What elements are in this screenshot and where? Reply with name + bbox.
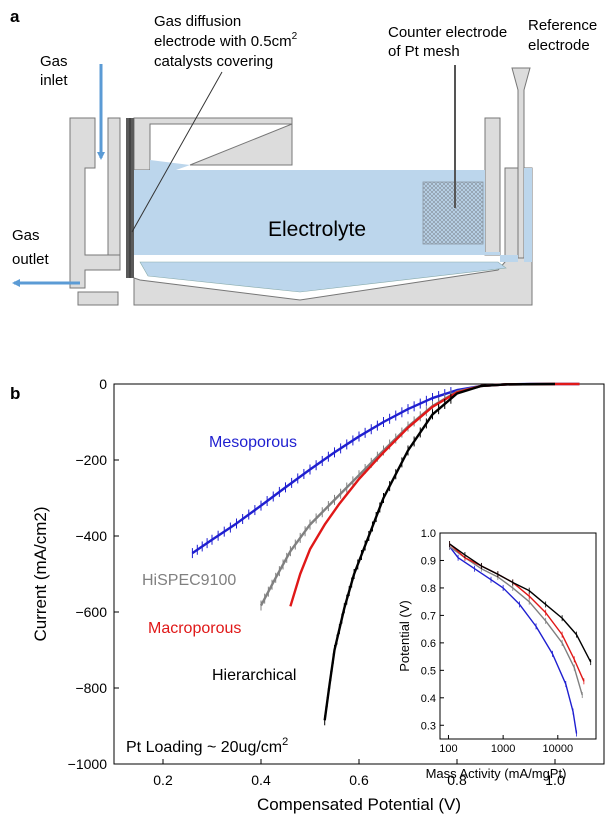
inset-y-tick-label: 0.7: [421, 610, 436, 622]
panel-b: b 0.2 0.4 0.6 0.8 1.0 0 −200 −400 −600 −800 −1000…: [10, 376, 605, 814]
inset-y-tick-label: 0.9: [421, 555, 436, 567]
main-x-tick-label: 0.2: [153, 772, 173, 788]
inset-y-tick-label: 0.5: [421, 665, 436, 677]
reference-electrode-label: Reference electrode: [528, 17, 601, 54]
inset-series-line: [449, 546, 583, 696]
main-y-tick-label: −1000: [68, 756, 108, 772]
main-x-tick-label: 0.8: [447, 772, 467, 788]
gde-label: Gas diffusion electrode with 0.5cm2 cata…: [154, 13, 301, 70]
main-x-ticks: 0.2 0.4 0.6 0.8 1.0: [153, 759, 565, 788]
panel-a: a: [10, 7, 601, 306]
inset-y-axis-label: Potential (V): [397, 600, 412, 672]
inset-y-tick-label: 0.8: [421, 583, 436, 595]
main-chart: 0.2 0.4 0.6 0.8 1.0 0 −200 −400 −600 −800 −1000 C…: [31, 376, 605, 814]
main-y-tick-label: −600: [75, 604, 107, 620]
main-y-tick-label: −200: [75, 452, 107, 468]
main-x-tick-label: 0.4: [251, 772, 271, 788]
main-y-tick-label: 0: [99, 376, 107, 392]
main-y-axis-label: Current (mA/cm2): [31, 506, 50, 641]
inset-curves: [449, 540, 592, 737]
series-line-mesoporous: [191, 382, 580, 555]
pt-loading-annotation: Pt Loading ~ 20ug/cm2: [126, 736, 288, 756]
gde-pointer: [131, 71, 223, 233]
main-x-axis-label: Compensated Potential (V): [257, 795, 461, 814]
inset-y-ticks: 0.3 0.4 0.5 0.6 0.7 0.8 0.9 1.0: [421, 528, 444, 732]
inset-y-tick-label: 0.4: [421, 693, 436, 705]
gas-inlet-label: Gas inlet: [40, 53, 72, 89]
main-y-tick-label: −800: [75, 680, 107, 696]
inset-x-ticks: 100 1000 10000: [439, 735, 573, 755]
inset-series-line: [449, 543, 585, 682]
main-x-tick-label: 0.6: [349, 772, 369, 788]
electrolyte: [134, 160, 532, 293]
series-label-hispec9100: HiSPEC9100: [142, 572, 236, 589]
inset-series-line: [449, 543, 592, 663]
gas-diffusion-electrode: [126, 118, 134, 278]
main-curves: [191, 382, 580, 726]
electrolyte-label: Electrolyte: [268, 218, 366, 241]
inset-x-tick-label: 100: [439, 743, 457, 755]
panel-b-label: b: [10, 384, 20, 403]
cell-body: [69, 67, 533, 306]
panel-a-label: a: [10, 7, 20, 26]
inset-plot-frame: [439, 532, 597, 740]
main-y-tick-label: −400: [75, 528, 107, 544]
main-y-ticks: 0 −200 −400 −600 −800 −1000: [68, 376, 119, 772]
counter-electrode-label: Counter electrode of Pt mesh: [388, 24, 511, 60]
counter-electrode: [422, 65, 484, 245]
inset-x-tick-label: 1000: [491, 743, 515, 755]
series-label-mesoporous: Mesoporous: [209, 434, 297, 451]
inset-x-axis-label: Mass Activity (mA/mgPt): [426, 766, 567, 781]
series-label-macroporous: Macroporous: [148, 620, 241, 637]
inset-y-tick-label: 0.3: [421, 720, 436, 732]
inset-x-tick-label: 10000: [542, 743, 573, 755]
inset-y-tick-label: 0.6: [421, 638, 436, 650]
main-x-tick-label: 1.0: [545, 772, 565, 788]
gas-outlet-label: Gas outlet: [12, 227, 50, 268]
inset-chart: 100 1000 10000 0.3 0.4 0.5 0.6 0.7 0.8 0.9 1.0 Ma…: [397, 528, 597, 781]
series-label-hierarchical: Hierarchical: [212, 667, 296, 684]
inset-y-tick-label: 1.0: [421, 528, 436, 540]
